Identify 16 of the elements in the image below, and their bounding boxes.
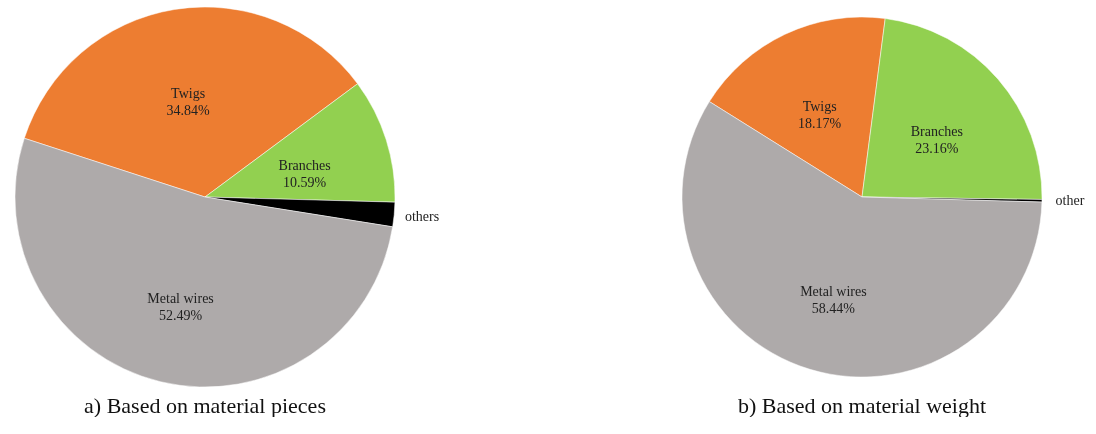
slice-label: Twigs [802, 99, 837, 115]
slice-label: Metal wires [800, 283, 867, 299]
slice-label: other [1055, 193, 1085, 209]
slice-label: Branches [910, 124, 963, 140]
data-label: 34.84% [166, 102, 211, 118]
slice-label: Branches [278, 157, 331, 173]
slice-label: Twigs [171, 85, 206, 101]
text: b) Based on material weight [737, 393, 987, 418]
data-label: 52.49% [158, 307, 203, 323]
data-label: 23.16% [915, 141, 959, 157]
text: a) Based on material pieces [84, 393, 326, 418]
data-label: 18.17% [798, 116, 842, 132]
data-label: 58.44% [811, 300, 856, 316]
data-label: 10.59% [283, 174, 327, 190]
slice-label: Metal wires [147, 290, 214, 306]
slice-label: others [404, 209, 440, 225]
